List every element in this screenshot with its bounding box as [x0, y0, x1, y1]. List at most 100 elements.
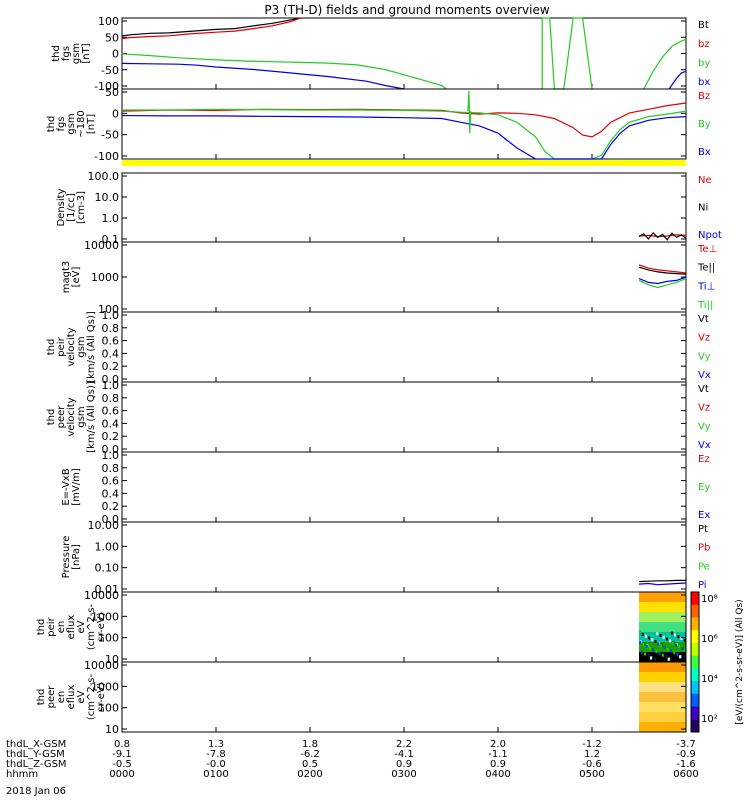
- y-tick-label: 0.0: [102, 373, 120, 386]
- x-tick-label: 0100: [203, 769, 228, 780]
- y-axis-label-line: eV: [76, 620, 87, 633]
- heatmap-speck: [681, 647, 684, 651]
- heatmap-band: [639, 712, 686, 723]
- legend-item: Vt: [698, 384, 709, 395]
- heatmap-speck: [639, 641, 642, 645]
- heatmap-speck: [649, 656, 652, 660]
- y-axis-label-line: eV: [76, 690, 87, 703]
- y-tick-label: -100: [94, 80, 119, 93]
- x-tick-label: -7.8: [206, 749, 226, 760]
- y-axis-label-line: gsm: [76, 406, 87, 427]
- legend-item: Vt: [698, 314, 709, 325]
- x-tick-label: 0.9: [396, 759, 412, 770]
- y-axis-label-line: thd: [46, 116, 57, 133]
- colorbar-step: [691, 719, 699, 733]
- panel-fgs2: 50 0 -50 -100 thdfgsgsm~180[nT] Bz By Bx: [46, 86, 711, 166]
- legend-item: Vx: [698, 370, 711, 381]
- x-tick-label: 1.3: [208, 739, 224, 750]
- y-tick-label: 0.0: [102, 513, 120, 526]
- y-axis-label-line: [nPa]: [71, 544, 82, 570]
- x-tick-label: -0.0: [206, 759, 226, 770]
- y-axis-label: thdfgsgsm[nT]: [51, 43, 92, 64]
- heatmap-band: [639, 592, 686, 603]
- panel-frame: [121, 88, 687, 160]
- heatmap-speck: [658, 651, 661, 655]
- y-axis-label-line: gsm: [76, 336, 87, 357]
- y-tick-label: 0.8: [102, 462, 120, 475]
- legend-item: Ne: [698, 175, 712, 186]
- y-axis-label-line: eflux: [66, 615, 77, 640]
- heatmap-band: [639, 622, 686, 633]
- colorbar-step: [691, 630, 699, 644]
- x-tick-label: -0.9: [676, 749, 696, 760]
- y-axis-label: thdpeirenefluxeV(cm^2-s-sr-eV): [36, 603, 107, 650]
- y-axis-label-line: thd: [46, 339, 57, 356]
- y-axis-label-line: sr-eV): [96, 682, 107, 711]
- heatmap-speck: [660, 644, 663, 648]
- series-line-Bz: [121, 102, 687, 138]
- panel-frame: [121, 591, 687, 663]
- y-tick-label: 10: [105, 653, 119, 666]
- y-tick-label: 10.0: [95, 191, 120, 204]
- y-axis-label: E=-VxB[mV/m]: [61, 468, 82, 506]
- panel-frame: [121, 241, 687, 313]
- heatmap-speck: [676, 653, 679, 657]
- heatmap-speck: [665, 637, 668, 641]
- y-axis-label-line: [km/s (All Qs)]: [86, 311, 97, 383]
- heatmap-band: [639, 702, 686, 713]
- heatmap-speck: [649, 646, 651, 650]
- colorbar-step: [691, 617, 699, 631]
- colorbar-step: [691, 604, 699, 618]
- y-axis-label-line: magt3: [61, 261, 72, 294]
- series-line-Bx: [121, 114, 687, 160]
- y-tick-label: 0: [112, 48, 119, 61]
- panel-frame: [121, 311, 687, 383]
- y-axis-label-line: gsm: [71, 43, 82, 64]
- legend-item: Ti⊥: [697, 281, 715, 292]
- x-tick-label: 2.2: [396, 739, 412, 750]
- heatmap-speck: [674, 633, 677, 637]
- y-tick-label: 0.01: [95, 583, 120, 596]
- y-tick-label: 0: [112, 107, 119, 120]
- series-line-bx: [668, 70, 687, 90]
- legend-item: Ti||: [697, 300, 713, 311]
- y-tick-label: 50: [105, 86, 119, 99]
- y-tick-label: -50: [101, 64, 119, 77]
- legend-item: Ey: [698, 482, 710, 493]
- y-axis-label: Pressure[nPa]: [61, 536, 82, 579]
- heatmap-speck: [671, 641, 674, 645]
- heatmap-band: [639, 722, 686, 733]
- heatmap-speck: [677, 635, 680, 639]
- colorbar-step: [691, 693, 699, 708]
- legend-item: Te⊥: [697, 244, 717, 255]
- series-line-by: [121, 53, 447, 90]
- y-tick-label: 1000: [91, 680, 119, 693]
- heatmap-band: [639, 662, 686, 673]
- y-tick-label: 1.0: [102, 309, 120, 322]
- x-tick-label: 0300: [391, 769, 416, 780]
- series-line-spike: [467, 90, 472, 134]
- y-axis-label: thdpeervelocitygsm[km/s (All Qs)]: [46, 381, 97, 453]
- y-tick-label: 0.4: [102, 347, 120, 360]
- y-tick-label: 0.4: [102, 487, 120, 500]
- x-tick-label: 0.9: [490, 759, 506, 770]
- heatmap-speck: [651, 638, 654, 642]
- legend-item: Bz: [698, 91, 710, 102]
- y-axis-label-line: [km/s (All Qs)]: [86, 381, 97, 453]
- y-axis-label-line: ~180: [76, 110, 87, 137]
- colorbar-label: [eV/(cm^2-s-sr-eV)] (All Qs): [735, 599, 745, 724]
- panels: 100500-50-100thdfgsgsm[nT]Btbzbybx500-50…: [36, 15, 722, 736]
- x-tick-label: 0500: [579, 769, 604, 780]
- heatmap-speck: [670, 649, 672, 653]
- x-tick-label: -3.7: [676, 739, 696, 750]
- heatmap-band: [639, 682, 686, 693]
- series-line-Te||: [638, 266, 687, 275]
- x-row-name: thdL_X-GSM: [6, 739, 66, 750]
- x-tick-label: -6.2: [300, 749, 320, 760]
- y-axis-label: magt3[eV]: [61, 261, 82, 294]
- heatmap-speck: [659, 634, 662, 637]
- panel-efield: 1.00.80.60.40.20.0 E=-VxB[mV/m] Ez Ey Ex: [61, 449, 710, 526]
- heatmap-speck: [661, 653, 664, 657]
- colorbar-tick-label: 10²: [701, 714, 718, 725]
